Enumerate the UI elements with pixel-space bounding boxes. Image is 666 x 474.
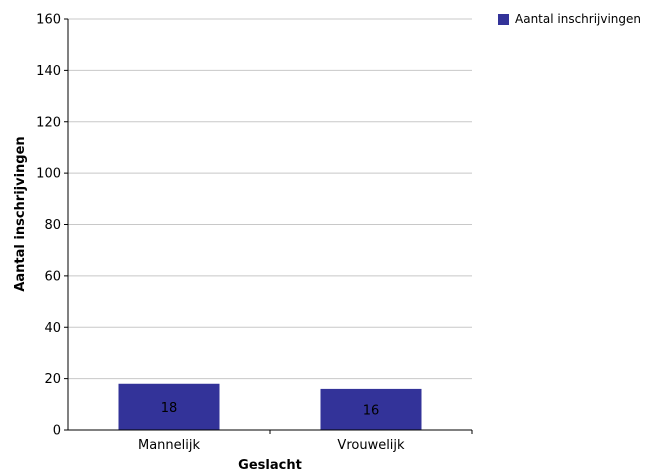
y-tick-label: 100 (36, 167, 61, 182)
y-tick-label: 120 (36, 115, 61, 130)
y-tick-labels: 0 20 40 60 80 100 120 140 160 (36, 13, 68, 439)
x-axis-title: Geslacht (238, 458, 302, 473)
y-tick-label: 80 (44, 218, 61, 233)
bar-data-label: 18 (161, 401, 178, 416)
y-tick-label: 60 (44, 269, 61, 284)
x-tick-label: Vrouwelijk (337, 438, 405, 453)
bars-group: 18 16 (118, 383, 422, 430)
y-tick-label: 40 (44, 321, 61, 336)
legend-swatch (498, 13, 509, 25)
grid-lines (68, 18, 472, 380)
x-tick-label: Mannelijk (138, 438, 200, 453)
x-tick-labels: Mannelijk Vrouwelijk (138, 430, 473, 453)
y-tick-label: 160 (36, 13, 61, 28)
legend-label: Aantal inschrijvingen (515, 12, 642, 26)
y-tick-label: 20 (44, 372, 61, 387)
y-tick-label: 0 (53, 424, 61, 439)
bar-mannelijk (118, 383, 220, 430)
bar-vrouwelijk (320, 388, 422, 430)
legend: Aantal inschrijvingen (498, 12, 641, 26)
y-tick-label: 140 (36, 64, 61, 79)
y-axis-title: Aantal inschrijvingen (13, 136, 28, 291)
bar-data-label: 16 (363, 403, 380, 418)
